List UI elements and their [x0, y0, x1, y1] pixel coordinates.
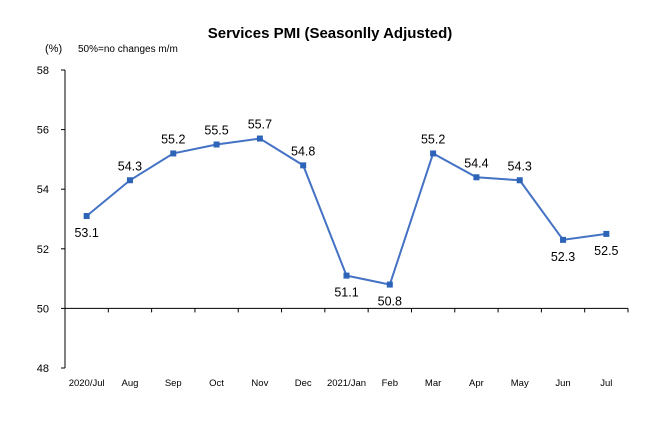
axes: [61, 69, 629, 369]
data-label: 54.3: [508, 159, 532, 173]
data-label: 50.8: [378, 295, 402, 309]
y-tick-label: 48: [37, 363, 49, 375]
y-tick-label: 56: [37, 125, 49, 137]
series-pmi: [83, 135, 610, 288]
data-point: [430, 150, 437, 157]
data-label: 54.4: [464, 156, 488, 170]
data-point: [560, 236, 567, 243]
chart-note: 50%=no changes m/m: [78, 44, 178, 55]
data-label: 55.2: [421, 132, 445, 146]
x-tick-label: 2020/Jul: [69, 378, 105, 389]
y-tick-label: 52: [37, 244, 49, 256]
data-point: [300, 162, 307, 169]
chart-title: Services PMI (Seasonlly Adjusted): [208, 25, 453, 42]
x-tick-labels: 2020/Jul Aug Sep Oct Nov Dec 2021/Jan Feb Mar Apr…: [69, 378, 613, 389]
x-tick-label: Feb: [382, 378, 398, 389]
data-point: [473, 174, 480, 181]
data-point: [343, 272, 350, 279]
data-label: 54.8: [291, 144, 315, 158]
x-tick-label: Mar: [425, 378, 441, 389]
x-tick-label: Jul: [600, 378, 612, 389]
x-tick-label: Apr: [469, 378, 484, 389]
x-tick-label: Jun: [555, 378, 570, 389]
x-tick-label: Aug: [122, 378, 139, 389]
data-point: [213, 141, 220, 148]
data-label: 53.1: [74, 226, 98, 240]
data-label: 55.2: [161, 132, 185, 146]
x-tick-label: Nov: [251, 378, 268, 389]
y-unit-label: (%): [45, 43, 62, 55]
data-labels: 53.1 54.3 55.2 55.5 55.7 54.8 51.1 50.8 55.2 54.4…: [74, 118, 618, 309]
data-label: 52.3: [551, 250, 575, 264]
x-tick-label: 2021/Jan: [327, 378, 366, 389]
y-tick-label: 50: [37, 303, 49, 315]
y-tick-label: 58: [37, 65, 49, 77]
data-label: 54.3: [118, 159, 142, 173]
y-tick-label: 54: [37, 184, 49, 196]
data-label: 51.1: [334, 286, 358, 300]
x-tick-label: May: [511, 378, 529, 389]
y-tick-labels: 58 56 54 52 50 48: [37, 65, 49, 375]
data-point: [126, 177, 133, 184]
x-tick-label: Oct: [209, 378, 224, 389]
x-tick-label: Dec: [295, 378, 312, 389]
data-point: [516, 177, 523, 184]
data-label: 52.5: [594, 244, 618, 258]
data-point: [256, 135, 263, 142]
data-label: 55.5: [204, 124, 228, 138]
data-point: [83, 213, 90, 220]
data-point: [386, 281, 393, 288]
data-label: 55.7: [248, 118, 272, 132]
data-point: [170, 150, 177, 157]
data-point: [603, 230, 610, 237]
x-tick-label: Sep: [165, 378, 182, 389]
